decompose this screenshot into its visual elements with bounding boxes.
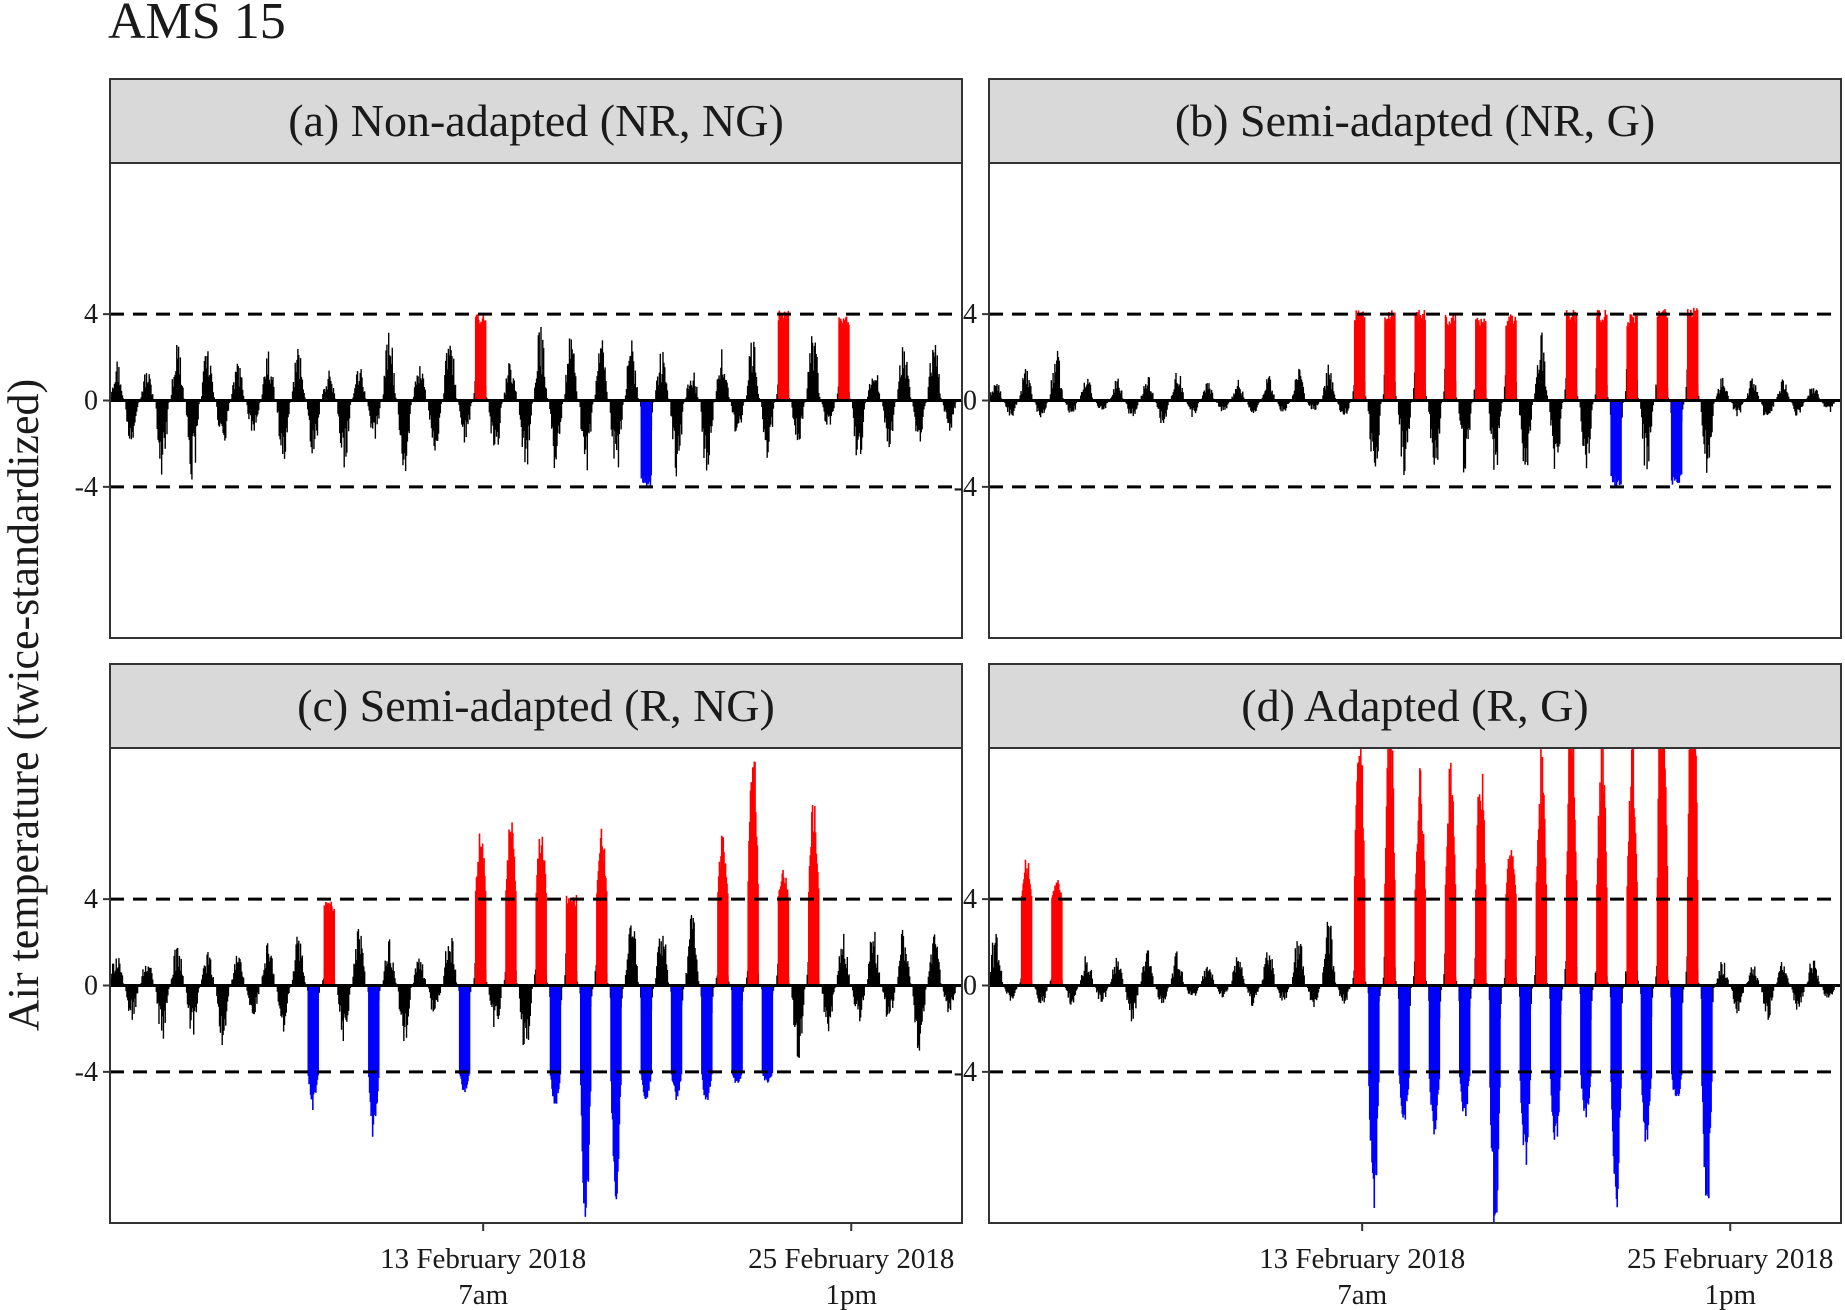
y-tick-label-a: 4 xyxy=(84,299,98,330)
y-tick-label-d: 4 xyxy=(963,884,977,915)
y-tick-label-d: 0 xyxy=(963,971,977,1002)
x-tick-label-d: 13 February 2018 xyxy=(1259,1243,1465,1275)
facet-strip-c xyxy=(109,663,963,749)
panel-d: (d) Adapted (R, G) 4 0 -4 13 February 2018 7a… xyxy=(954,663,1842,1310)
x-tick-sublabel-c: 1pm xyxy=(825,1279,877,1310)
facet-strip-a xyxy=(109,78,963,164)
x-tick-label-d: 25 February 2018 xyxy=(1627,1243,1833,1275)
bars-a xyxy=(110,310,957,487)
y-tick-label-b: 4 xyxy=(963,299,977,330)
figure-title: AMS 15 xyxy=(108,0,286,50)
y-tick-label-b: 0 xyxy=(963,386,977,417)
facet-title-d: (d) Adapted (R, G) xyxy=(1241,680,1588,731)
y-tick-label-a: -4 xyxy=(75,472,98,503)
panel-a: (a) Non-adapted (NR, NG) 4 0 -4 xyxy=(75,78,963,639)
x-tick-sublabel-d: 7am xyxy=(1337,1279,1387,1310)
facet-title-c: (c) Semi-adapted (R, NG) xyxy=(297,680,775,731)
y-tick-label-c: 0 xyxy=(84,971,98,1002)
panel-c: (c) Semi-adapted (R, NG) 4 0 -4 13 February … xyxy=(75,663,963,1310)
bars-c xyxy=(110,761,957,1217)
panel-b: (b) Semi-adapted (NR, G) 4 0 -4 xyxy=(954,78,1842,639)
x-tick-label-c: 13 February 2018 xyxy=(380,1243,586,1275)
x-tick-sublabel-d: 1pm xyxy=(1704,1279,1756,1310)
facet-title-a: (a) Non-adapted (NR, NG) xyxy=(288,95,784,146)
facet-title-b: (b) Semi-adapted (NR, G) xyxy=(1175,95,1655,146)
bars-b xyxy=(989,307,1835,487)
facet-strip-d xyxy=(988,663,1842,749)
y-tick-label-c: 4 xyxy=(84,884,98,915)
y-tick-label-a: 0 xyxy=(84,386,98,417)
x-tick-sublabel-c: 7am xyxy=(458,1279,508,1310)
y-axis-title: Air temperature (twice-standardized) xyxy=(0,379,48,1031)
x-tick-label-c: 25 February 2018 xyxy=(748,1243,954,1275)
y-tick-label-b: -4 xyxy=(954,472,977,503)
y-tick-label-d: -4 xyxy=(954,1057,977,1088)
y-tick-label-c: -4 xyxy=(75,1057,98,1088)
facet-strip-b xyxy=(988,78,1842,164)
